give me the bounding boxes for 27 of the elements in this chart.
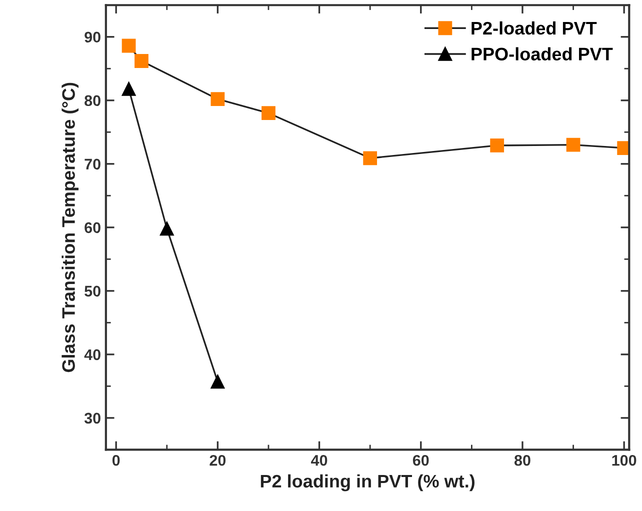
point xyxy=(122,82,136,96)
y-tick-label: 60 xyxy=(84,222,100,234)
x-tick-label: 60 xyxy=(412,454,429,466)
x-tick-label: 20 xyxy=(210,454,226,466)
x-tick-label: 40 xyxy=(311,454,328,466)
y-tick-label: 90 xyxy=(84,32,100,43)
point xyxy=(566,138,580,152)
x-tick-label: 80 xyxy=(514,454,530,466)
y-tick-label: 40 xyxy=(84,349,100,360)
point xyxy=(262,106,276,120)
y-tick-label: 50 xyxy=(84,286,100,297)
y-axis-title: Glass Transition Temperature (°C) xyxy=(62,82,79,372)
point xyxy=(160,222,174,236)
legend-label: PPO-loaded PVT xyxy=(472,47,613,60)
legend-label: P2-loaded PVT xyxy=(472,21,597,35)
x-tick-label: 100 xyxy=(612,454,636,466)
point xyxy=(134,54,148,68)
y-tick-label: 30 xyxy=(84,412,100,424)
point xyxy=(210,92,225,106)
point xyxy=(490,138,504,152)
y-tick-label: 80 xyxy=(84,95,100,106)
point xyxy=(363,151,378,166)
point xyxy=(122,38,136,53)
x-axis-title: P2 loading in PVT (% wt.) xyxy=(260,474,474,492)
x-tick-label: 0 xyxy=(112,454,120,466)
point xyxy=(210,374,225,389)
y-tick-label: 70 xyxy=(84,158,100,170)
